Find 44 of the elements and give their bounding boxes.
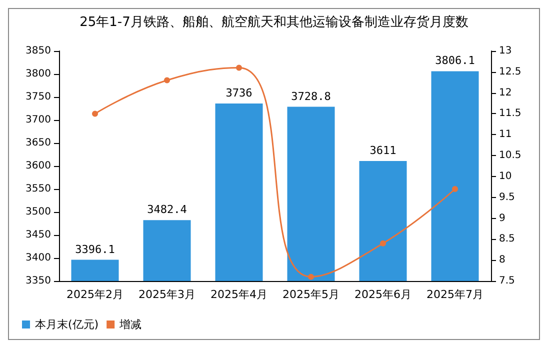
- x-tick-label: 2025年7月: [426, 288, 484, 301]
- y-tick-label: 3350: [26, 276, 51, 286]
- point: [380, 240, 386, 246]
- y-tick-label: 3550: [26, 184, 51, 194]
- y-tick-label: 3800: [26, 68, 51, 80]
- point: [308, 274, 314, 280]
- y-tick-label: 3850: [26, 46, 51, 56]
- x-tick-label: 2025年3月: [138, 288, 196, 301]
- data-label: 3728.8: [291, 90, 331, 103]
- chart-title: 25年1-7月铁路、船舶、航空航天和其他运输设备制造业存货月度数: [80, 14, 468, 30]
- y-tick-label: 3600: [26, 160, 51, 172]
- y2-tick-label: 11: [499, 129, 512, 140]
- x-tick-label: 2025年2月: [66, 288, 124, 301]
- point: [92, 110, 98, 117]
- y-tick-label: 3650: [26, 138, 51, 148]
- x-tick-label: 2025年4月: [210, 288, 268, 301]
- x-tick-label: 2025年6月: [354, 288, 412, 301]
- data-label: 3396.1: [75, 242, 115, 256]
- y2-tick-label: 13: [499, 46, 512, 56]
- point: [164, 77, 170, 84]
- point: [452, 186, 458, 192]
- data-label: 3736: [226, 86, 252, 100]
- data-label: 3806.1: [435, 54, 475, 68]
- y2-tick-label: 9: [499, 212, 506, 224]
- y2-tick-label: 9.5: [499, 192, 515, 203]
- legend-label: 增减: [118, 318, 142, 331]
- y2-tick-label: 10.5: [499, 150, 522, 162]
- y2-tick-label: 12.5: [499, 66, 522, 78]
- point: [236, 64, 242, 71]
- data-label: 3482.4: [147, 203, 188, 216]
- y-tick-label: 3400: [26, 252, 51, 264]
- legend-label: 本月末(亿元): [35, 318, 99, 331]
- y-tick-label: 3500: [26, 206, 51, 218]
- y2-tick-label: 7.5: [499, 276, 515, 286]
- y2-tick-label: 10: [499, 170, 512, 182]
- y-tick-label: 3700: [26, 114, 51, 126]
- y2-tick-label: 8: [499, 254, 506, 266]
- x-tick-label: 2025年5月: [282, 288, 340, 301]
- y2-tick-label: 11.5: [499, 108, 522, 120]
- y-tick-label: 3450: [26, 230, 51, 240]
- y-tick-label: 3750: [26, 92, 51, 102]
- data-label: 3611: [370, 144, 396, 157]
- y2-tick-label: 12: [499, 87, 512, 98]
- y2-tick-label: 8.5: [499, 234, 515, 245]
